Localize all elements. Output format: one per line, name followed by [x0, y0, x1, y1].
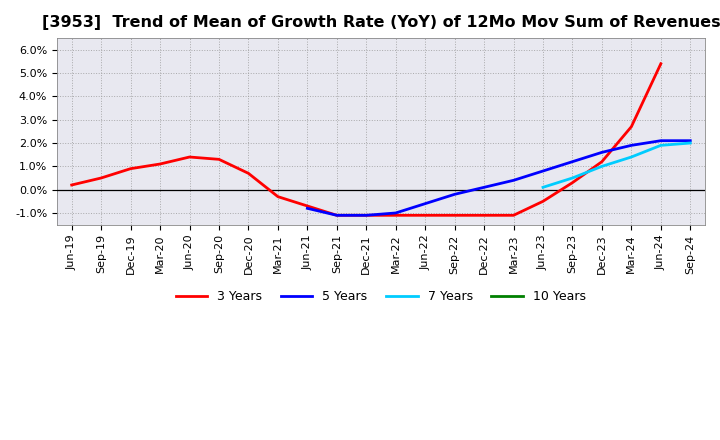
7 Years — [657, 143, 665, 148]
5 Years — [539, 169, 547, 174]
3 Years — [392, 213, 400, 218]
7 Years — [539, 185, 547, 190]
Line: 5 Years: 5 Years — [307, 141, 690, 215]
7 Years — [686, 140, 695, 146]
3 Years — [627, 124, 636, 129]
3 Years — [68, 182, 76, 187]
5 Years — [362, 213, 371, 218]
5 Years — [392, 210, 400, 216]
3 Years — [244, 171, 253, 176]
3 Years — [450, 213, 459, 218]
5 Years — [657, 138, 665, 143]
Title: [3953]  Trend of Mean of Growth Rate (YoY) of 12Mo Mov Sum of Revenues: [3953] Trend of Mean of Growth Rate (YoY… — [42, 15, 720, 30]
3 Years — [126, 166, 135, 171]
5 Years — [303, 205, 312, 211]
7 Years — [627, 154, 636, 160]
3 Years — [480, 213, 488, 218]
3 Years — [598, 159, 606, 164]
5 Years — [627, 143, 636, 148]
3 Years — [568, 180, 577, 185]
5 Years — [509, 178, 518, 183]
Legend: 3 Years, 5 Years, 7 Years, 10 Years: 3 Years, 5 Years, 7 Years, 10 Years — [171, 285, 590, 308]
3 Years — [156, 161, 164, 167]
3 Years — [96, 176, 105, 181]
5 Years — [333, 213, 341, 218]
Line: 3 Years: 3 Years — [72, 64, 661, 215]
3 Years — [657, 61, 665, 66]
3 Years — [215, 157, 223, 162]
5 Years — [598, 150, 606, 155]
3 Years — [185, 154, 194, 160]
5 Years — [421, 201, 430, 206]
3 Years — [509, 213, 518, 218]
5 Years — [568, 159, 577, 164]
3 Years — [274, 194, 282, 199]
5 Years — [480, 185, 488, 190]
5 Years — [450, 192, 459, 197]
7 Years — [568, 176, 577, 181]
7 Years — [598, 164, 606, 169]
3 Years — [539, 199, 547, 204]
Line: 7 Years: 7 Years — [543, 143, 690, 187]
5 Years — [686, 138, 695, 143]
3 Years — [421, 213, 430, 218]
3 Years — [333, 213, 341, 218]
3 Years — [303, 203, 312, 209]
3 Years — [362, 213, 371, 218]
